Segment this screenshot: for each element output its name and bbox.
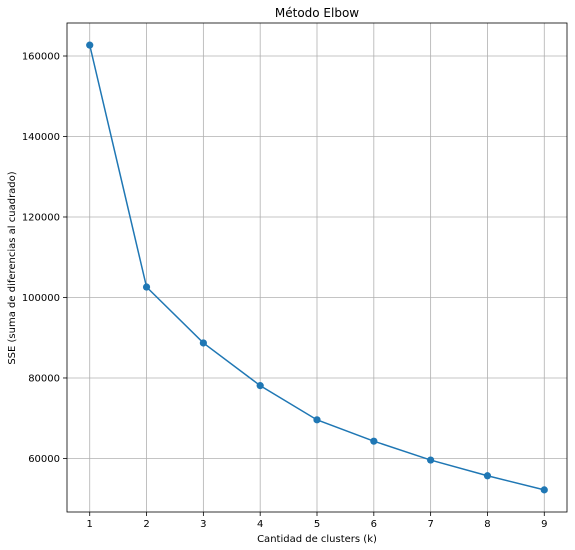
y-tick-label: 60000	[28, 454, 60, 465]
x-tick-label: 1	[87, 519, 93, 530]
y-tick-label: 100000	[22, 293, 60, 304]
x-tick-label: 2	[143, 519, 149, 530]
data-point	[257, 382, 264, 389]
data-point	[86, 42, 93, 49]
data-point	[143, 283, 150, 290]
y-tick-label: 80000	[28, 373, 60, 384]
x-tick-label: 9	[541, 519, 547, 530]
data-point	[484, 472, 491, 479]
data-point	[541, 486, 548, 493]
x-tick-label: 3	[200, 519, 206, 530]
chart-title: Método Elbow	[275, 6, 359, 20]
data-point	[427, 456, 434, 463]
y-tick-label: 120000	[22, 212, 60, 223]
y-tick-label: 160000	[22, 52, 60, 63]
data-point	[313, 416, 320, 423]
y-tick-label: 140000	[22, 132, 60, 143]
x-axis-label: Cantidad de clusters (k)	[257, 534, 377, 545]
data-point	[370, 438, 377, 445]
x-tick-label: 8	[484, 519, 490, 530]
x-tick-label: 7	[427, 519, 433, 530]
y-axis-label: SSE (suma de diferencias al cuadrado)	[7, 171, 18, 364]
x-tick-label: 6	[371, 519, 377, 530]
x-tick-label: 4	[257, 519, 263, 530]
x-tick-label: 5	[314, 519, 320, 530]
data-point	[200, 339, 207, 346]
